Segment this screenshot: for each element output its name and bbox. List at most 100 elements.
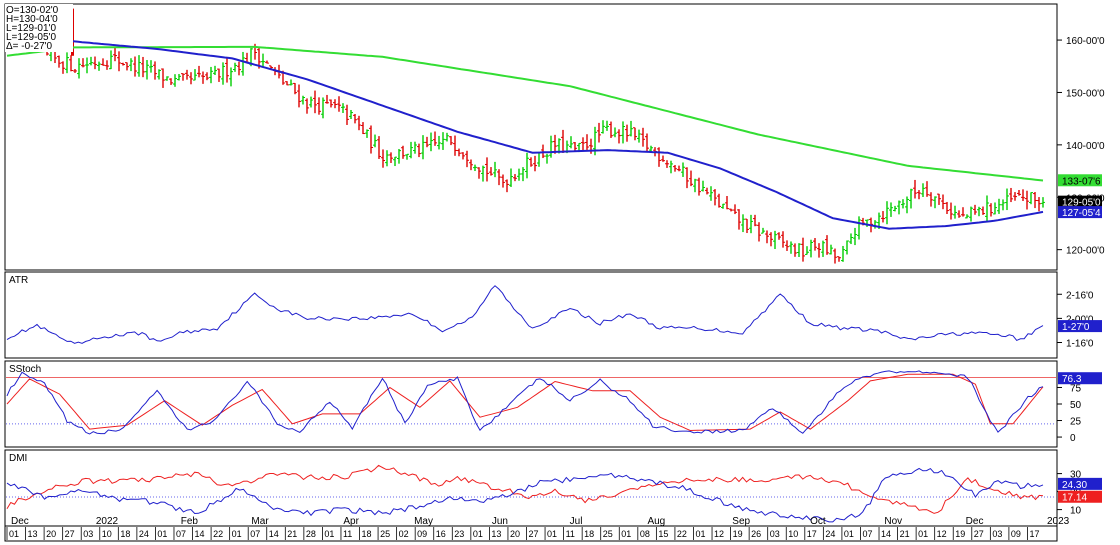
dmi-badge-bg <box>1058 477 1102 490</box>
x-month-label: Oct <box>810 516 826 527</box>
price-tick-label: 160-00'0 <box>1066 36 1105 47</box>
x-month-label: 2022 <box>96 516 119 527</box>
x-day-label: 09 <box>417 529 427 539</box>
atr-panel: 2-16'0 2-00'0 1-16'0 1-27'0 ATR <box>4 271 1102 359</box>
x-axis-months: Dec 2022 Feb Mar Apr May Jun Jul Aug Sep Oct Nov Dec… <box>11 516 1070 527</box>
ma-fast-line <box>6 33 1044 230</box>
x-day-label: 13 <box>28 529 38 539</box>
x-day-label: 14 <box>195 529 205 539</box>
x-month-label: May <box>414 516 433 527</box>
x-day-label: 27 <box>529 529 539 539</box>
dmi-tick-label: 30 <box>1070 470 1082 481</box>
ohlc-readout-line: Δ= -0-27'0 <box>6 41 53 52</box>
stoch-tick-label: 75 <box>1070 383 1082 394</box>
stoch-tick-label: 0 <box>1070 433 1076 444</box>
x-day-label: 11 <box>566 529 575 539</box>
dmi-plus-line <box>6 467 1044 523</box>
stoch-levels <box>6 377 1056 425</box>
x-day-label: 17 <box>807 529 817 539</box>
x-day-label: 12 <box>714 529 724 539</box>
dmi-plot-area <box>4 449 1058 527</box>
x-day-label: 25 <box>603 529 613 539</box>
x-day-label: 16 <box>436 529 446 539</box>
x-month-label: Apr <box>343 516 359 527</box>
dmi-minus-line <box>6 464 1044 514</box>
atr-tick-label: 2-16'0 <box>1066 290 1094 301</box>
x-month-label: Dec <box>966 516 984 527</box>
stoch-title: SStoch <box>9 364 41 375</box>
x-day-label: 01 <box>9 529 19 539</box>
x-day-label: 07 <box>862 529 872 539</box>
x-month-label: Jul <box>570 516 583 527</box>
x-day-label: 08 <box>640 529 650 539</box>
stoch-plot-area <box>4 360 1058 448</box>
x-day-label: 26 <box>751 529 761 539</box>
x-day-label: 01 <box>547 529 557 539</box>
x-day-label: 01 <box>324 529 334 539</box>
x-day-label: 24 <box>139 529 149 539</box>
x-month-label: 2023 <box>1047 516 1070 527</box>
x-day-label: 03 <box>992 529 1002 539</box>
x-month-label: Dec <box>11 516 29 527</box>
x-day-label: 27 <box>974 529 984 539</box>
ohlc-readout-line: O=130-02'0 <box>6 5 59 16</box>
price-badge: 133-07'6 <box>1062 176 1101 187</box>
x-day-label: 21 <box>287 529 297 539</box>
x-day-label: 27 <box>65 529 75 539</box>
x-day-label: 14 <box>881 529 891 539</box>
x-month-label: Jun <box>492 516 508 527</box>
x-day-label: 21 <box>900 529 910 539</box>
ohlc-readout-line: L=129-05'0 <box>6 32 56 43</box>
x-month-label: Nov <box>884 516 902 527</box>
x-day-label: 07 <box>176 529 186 539</box>
ohlc-readout-line: H=130-04'0 <box>6 14 58 25</box>
x-day-label: 17 <box>1029 529 1039 539</box>
x-day-label: 28 <box>306 529 316 539</box>
ohlc-readout-line: L=129-01'0 <box>6 23 56 34</box>
stoch-panel: 75 50 25 0 76.3 SStoch <box>4 360 1102 448</box>
price-tick-label: 140-00'0 <box>1066 141 1105 152</box>
stoch-tick-label: 50 <box>1070 400 1082 411</box>
dmi-badge: 24.30 <box>1062 480 1087 491</box>
x-day-label: 12 <box>937 529 947 539</box>
x-day-label: 19 <box>955 529 965 539</box>
x-month-label: Sep <box>732 516 750 527</box>
x-day-label: 18 <box>362 529 372 539</box>
atr-y-axis: 2-16'0 2-00'0 1-16'0 1-27'0 <box>1057 290 1102 349</box>
x-axis-days: 01 13 20 27 03 10 18 24 01 07 14 22 01 07 14 21 28 01 11 18… <box>6 527 1039 540</box>
x-day-label: 20 <box>510 529 520 539</box>
price-badge: 127-05'4 <box>1062 208 1101 219</box>
price-plot-area <box>4 3 1058 271</box>
x-day-label: 02 <box>399 529 409 539</box>
stoch-badge-bg <box>1058 372 1102 385</box>
x-day-label: 11 <box>343 529 352 539</box>
x-day-label: 19 <box>733 529 743 539</box>
x-day-label: 07 <box>250 529 260 539</box>
x-day-label: 10 <box>102 529 112 539</box>
x-day-label: 03 <box>770 529 780 539</box>
x-day-label: 25 <box>380 529 390 539</box>
atr-badge: 1-27'0 <box>1062 322 1090 333</box>
x-day-label: 10 <box>788 529 798 539</box>
x-day-label: 01 <box>621 529 631 539</box>
x-axis: Dec 2022 Feb Mar Apr May Jun Jul Aug Sep Oct Nov Dec… <box>4 516 1070 542</box>
dmi-badge-bg <box>1058 490 1102 503</box>
atr-tick-label: 2-00'0 <box>1066 314 1094 325</box>
x-day-label: 13 <box>491 529 501 539</box>
stoch-d-line <box>6 373 1044 432</box>
dmi-title: DMI <box>9 453 27 464</box>
price-badge: 129-05'0 <box>1062 198 1101 209</box>
price-badge-bg <box>1058 174 1102 187</box>
x-day-label: 24 <box>825 529 835 539</box>
x-day-label: 01 <box>844 529 854 539</box>
atr-badge-bg <box>1058 320 1102 333</box>
price-panel: 160-00'0150-00'0140-00'0130-00'0120-00'0… <box>4 3 1105 271</box>
x-day-label: 09 <box>1011 529 1021 539</box>
atr-plot-area <box>4 271 1058 359</box>
x-day-label: 14 <box>269 529 279 539</box>
atr-tick-label: 1-16'0 <box>1066 338 1094 349</box>
price-badge-bg <box>1058 195 1102 208</box>
